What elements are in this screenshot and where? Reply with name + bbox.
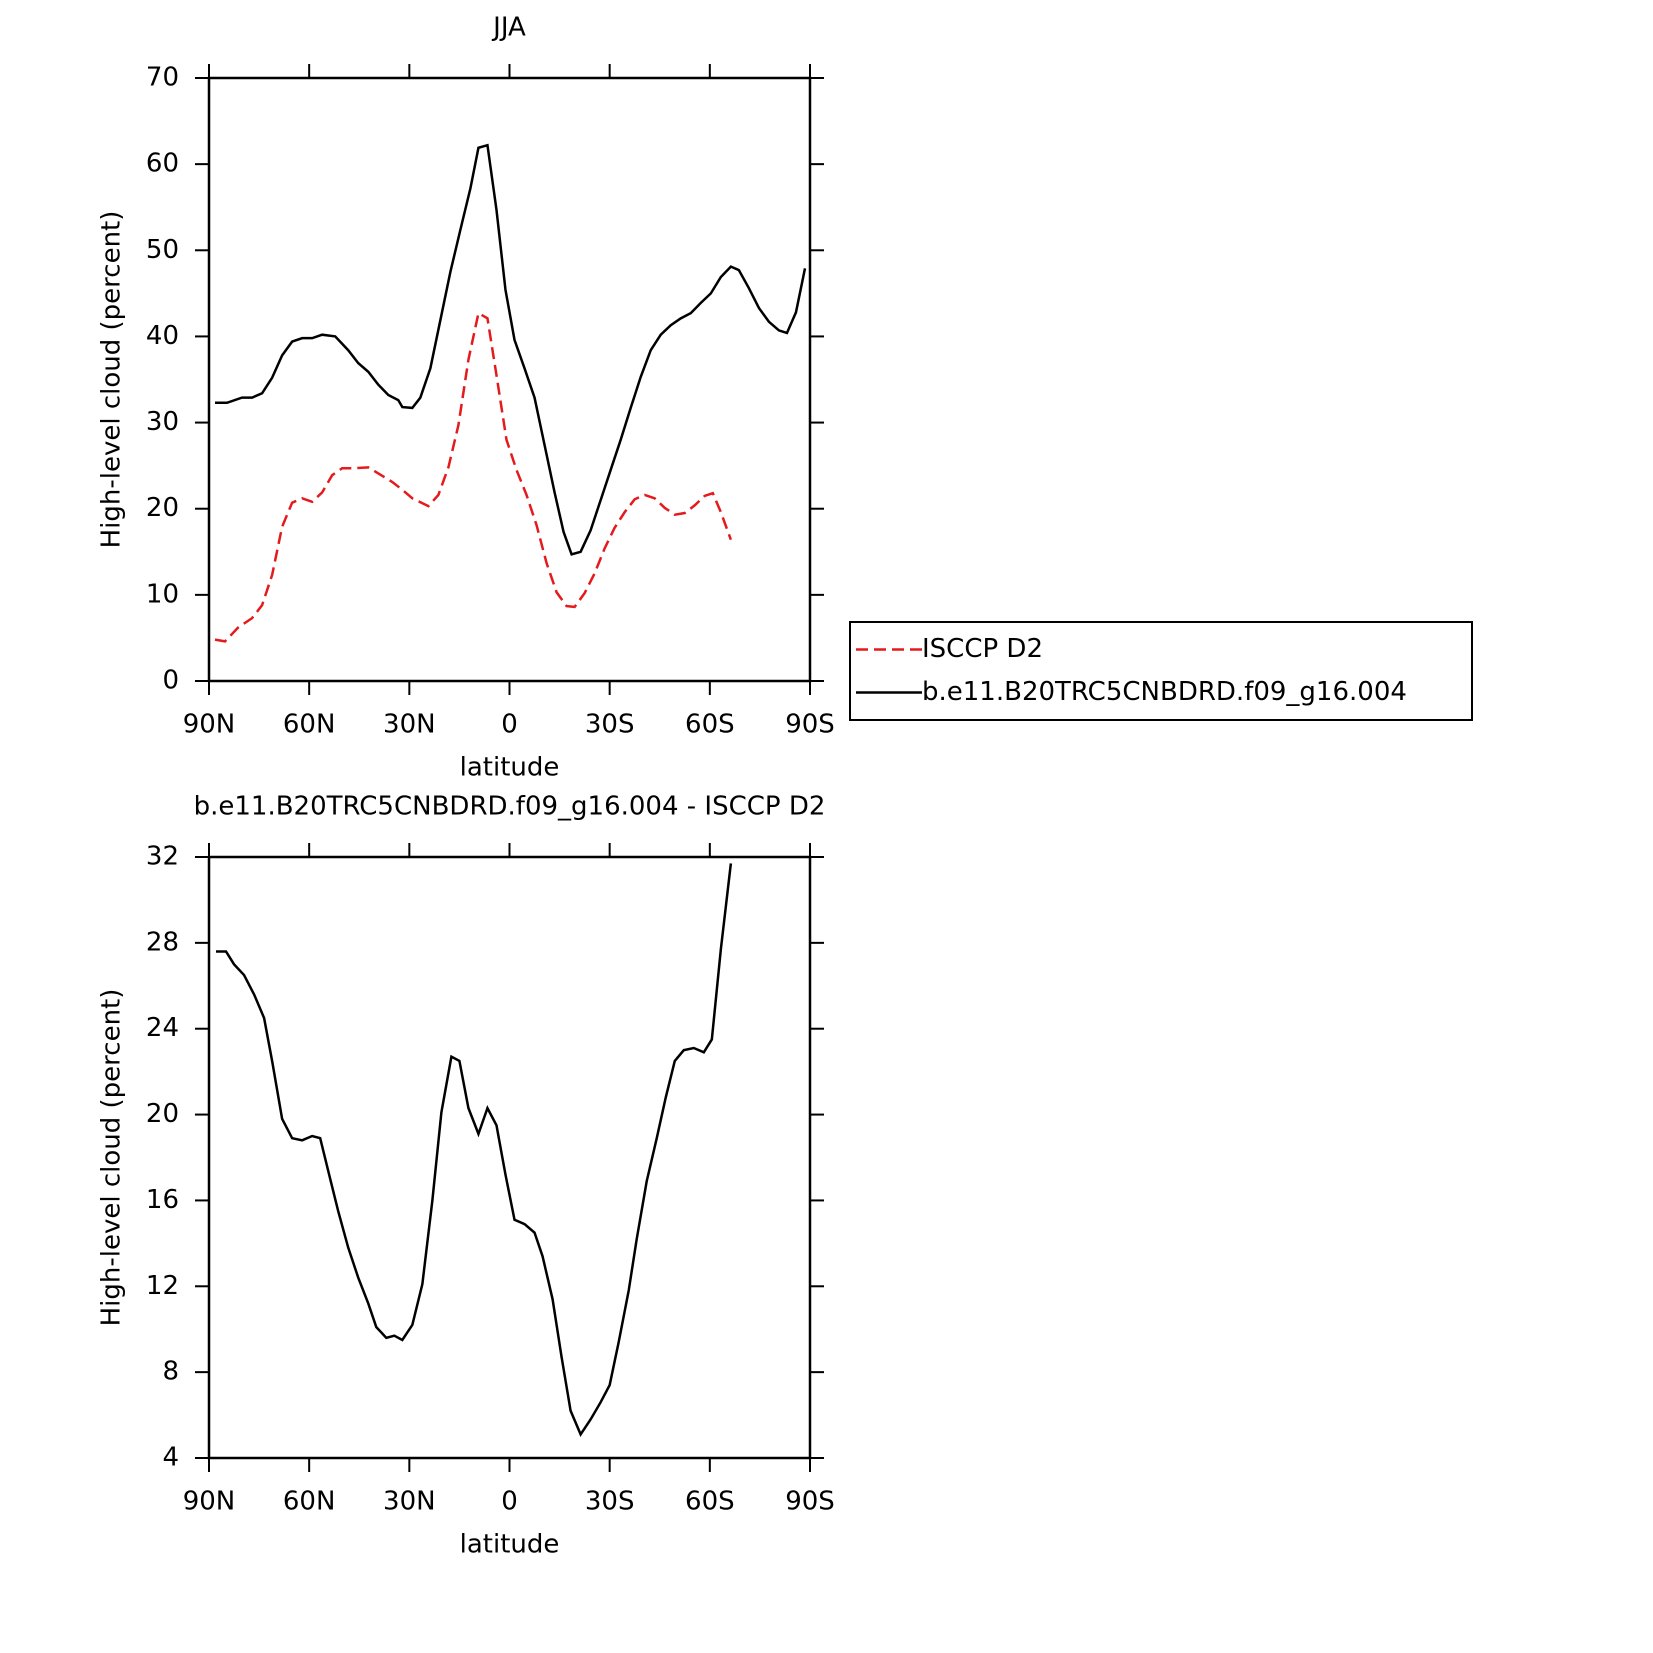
y-tick-label: 70 [146, 63, 179, 93]
y-tick-label: 30 [146, 407, 179, 437]
plot-frame [207, 76, 812, 683]
y-tick-label: 10 [146, 579, 179, 609]
chart-title: b.e11.B20TRC5CNBDRD.f09_g16.004 - ISCCP … [194, 792, 826, 822]
x-tick-label: 90N [183, 1487, 236, 1517]
x-axis-label: latitude [460, 1530, 560, 1560]
x-tick-label: 30N [383, 1487, 436, 1517]
y-tick-label: 60 [146, 149, 179, 179]
series-line [214, 311, 733, 643]
series-line [216, 863, 733, 1438]
y-tick-label: 12 [146, 1271, 179, 1301]
x-tick-label: 90N [183, 710, 236, 740]
x-axis-label: latitude [460, 753, 560, 783]
y-tick-label: 28 [146, 927, 179, 957]
x-tick-label: 60N [283, 710, 336, 740]
y-tick-label: 4 [162, 1443, 179, 1473]
plot-frame [207, 855, 812, 1460]
x-tick-label: 60S [685, 710, 735, 740]
y-tick-label: 8 [162, 1357, 179, 1387]
x-tick-label: 90S [785, 710, 835, 740]
y-tick-label: 20 [146, 493, 179, 523]
y-tick-label: 16 [146, 1185, 179, 1215]
y-axis-label: High-level cloud (percent) [97, 211, 127, 549]
x-tick-label: 60N [283, 1487, 336, 1517]
x-tick-label: 0 [501, 1487, 518, 1517]
y-tick-label: 24 [146, 1013, 179, 1043]
legend-label: b.e11.B20TRC5CNBDRD.f09_g16.004 [922, 677, 1407, 707]
chart-title: JJA [491, 13, 526, 43]
legend-label: ISCCP D2 [922, 634, 1043, 664]
y-tick-label: 20 [146, 1099, 179, 1129]
y-axis-label: High-level cloud (percent) [97, 989, 127, 1327]
y-tick-label: 40 [146, 321, 179, 351]
y-tick-label: 50 [146, 235, 179, 265]
x-tick-label: 0 [501, 710, 518, 740]
series-line [215, 143, 807, 556]
y-tick-label: 0 [162, 666, 179, 696]
y-tick-label: 32 [146, 842, 179, 872]
x-tick-label: 30S [585, 1487, 635, 1517]
x-tick-label: 30N [383, 710, 436, 740]
x-tick-label: 30S [585, 710, 635, 740]
legend-box [849, 621, 1473, 721]
x-tick-label: 90S [785, 1487, 835, 1517]
x-tick-label: 60S [685, 1487, 735, 1517]
